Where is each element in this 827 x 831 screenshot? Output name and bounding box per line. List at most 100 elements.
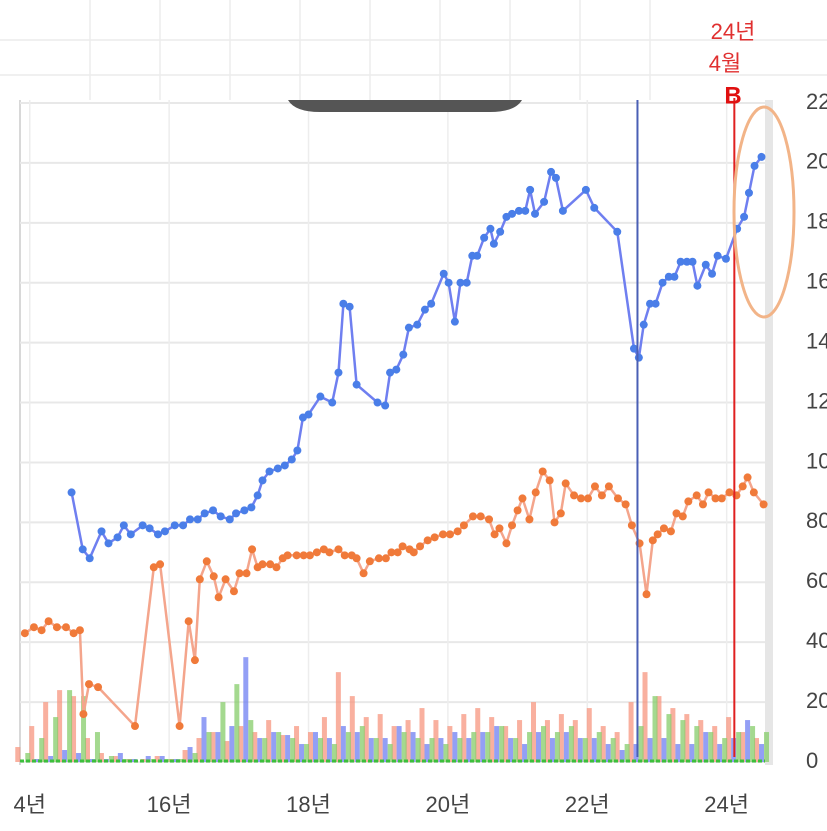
volume-bar: [764, 732, 770, 762]
volume-bar: [554, 732, 560, 762]
annotation: 4월: [709, 51, 741, 76]
point: [345, 302, 354, 311]
point: [44, 617, 53, 626]
y-tick-label: 220: [806, 89, 827, 114]
volume-bar: [494, 726, 500, 762]
point: [229, 587, 238, 596]
volume-bar: [666, 714, 672, 762]
volume-bar: [499, 726, 505, 762]
point: [280, 461, 289, 470]
point: [577, 494, 586, 503]
point: [404, 323, 413, 332]
volume-bar: [610, 738, 616, 762]
volume-bar: [471, 732, 477, 762]
point: [450, 317, 459, 326]
highlight-ellipse: [732, 105, 796, 319]
volume-bar: [317, 738, 323, 762]
volume-bar: [582, 738, 588, 762]
volume-bar: [326, 738, 332, 762]
volume-bar: [321, 717, 327, 762]
point: [701, 260, 710, 269]
point: [193, 515, 202, 524]
volume-bar: [522, 744, 528, 762]
volume-bar: [280, 735, 286, 762]
point: [558, 206, 567, 215]
x-tick-label: 18년: [286, 792, 331, 817]
point: [749, 488, 758, 497]
volume-bar: [694, 726, 700, 762]
volume-bar: [307, 732, 313, 762]
x-tick-label: 22년: [565, 792, 610, 817]
point: [666, 527, 675, 536]
volume-bar: [108, 756, 114, 762]
volume-bar: [572, 720, 578, 762]
point: [531, 488, 540, 497]
background-grid: [0, 0, 827, 100]
volume-bar: [29, 726, 35, 762]
point: [743, 473, 752, 482]
y-tick-label: 0: [806, 748, 818, 773]
volume-bar: [262, 738, 268, 762]
volume-bar: [475, 708, 481, 762]
point: [61, 623, 70, 632]
volume-bar: [745, 720, 751, 762]
volume-bar: [62, 750, 68, 762]
volume-bar: [304, 744, 310, 762]
volume-bar: [410, 732, 416, 762]
point: [682, 257, 691, 266]
point: [514, 206, 523, 215]
point: [489, 239, 498, 248]
point: [29, 623, 38, 632]
point: [496, 227, 505, 236]
point: [113, 533, 122, 542]
volume-bar: [628, 702, 634, 762]
point: [430, 533, 439, 542]
point: [759, 500, 768, 509]
point: [597, 491, 606, 500]
point: [273, 464, 282, 473]
point: [149, 563, 158, 572]
popup-handle: [288, 100, 522, 112]
point: [420, 305, 429, 314]
volume-bar: [633, 744, 639, 762]
volume-bar: [76, 753, 82, 762]
volume-bar: [568, 726, 574, 762]
volume-bar: [419, 708, 425, 762]
point: [540, 197, 549, 206]
point: [97, 527, 106, 536]
volume-bar: [712, 726, 718, 762]
y-tick-label: 80: [806, 508, 827, 533]
volume-bar: [391, 726, 397, 762]
volume-bar: [549, 738, 555, 762]
volume-bar: [563, 732, 569, 762]
point: [427, 299, 436, 308]
x-tick-label: 4년: [14, 792, 46, 817]
volume-bar: [754, 738, 760, 762]
volume-bar: [689, 744, 695, 762]
point: [312, 548, 321, 557]
point: [648, 536, 657, 545]
volume-bar: [670, 708, 676, 762]
point: [287, 455, 296, 464]
volume-bar: [345, 732, 351, 762]
point: [392, 365, 401, 374]
volume-bar: [619, 750, 625, 762]
y-tick-label: 120: [806, 388, 827, 413]
volume-bar: [67, 690, 73, 762]
point: [67, 488, 76, 497]
volume-bar: [750, 726, 756, 762]
volume-bar: [577, 738, 583, 762]
point: [240, 506, 249, 515]
point: [473, 251, 482, 260]
volume-bar: [736, 732, 742, 762]
point: [334, 368, 343, 377]
volume-bar: [433, 720, 439, 762]
volume-bar: [182, 750, 188, 762]
volume-bar: [112, 756, 118, 762]
y-tick-label: 160: [806, 269, 827, 294]
point: [160, 527, 169, 536]
volume-bar: [541, 726, 547, 762]
volume-bar: [178, 759, 184, 762]
point: [328, 398, 337, 407]
